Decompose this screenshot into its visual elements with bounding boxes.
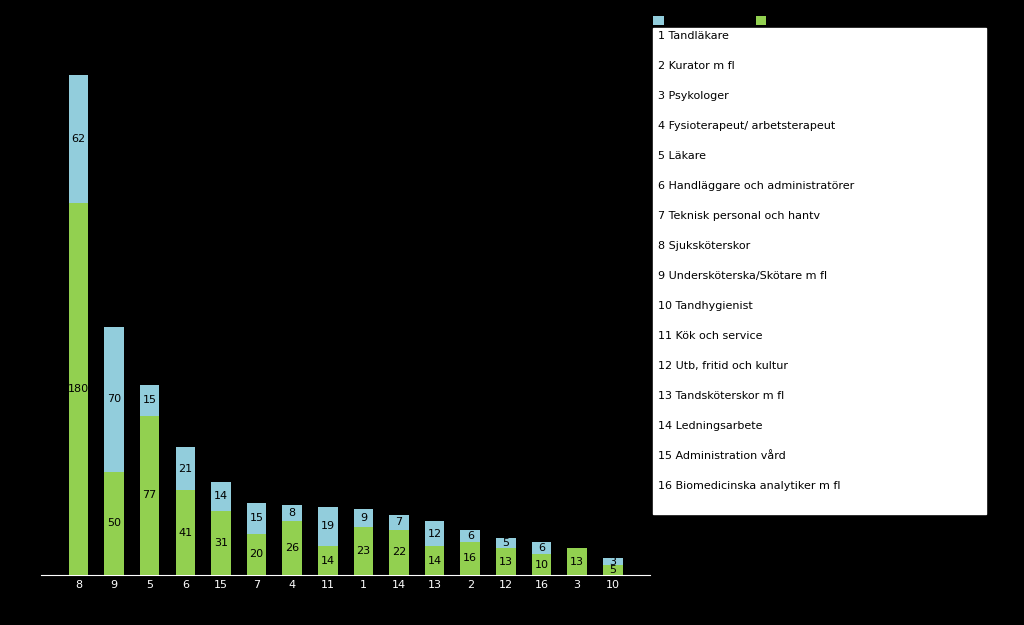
Text: 14: 14	[428, 556, 441, 566]
Bar	[104, 472, 124, 575]
Bar	[318, 507, 338, 546]
Text: 3: 3	[609, 557, 616, 567]
Text: 22: 22	[392, 548, 407, 558]
Text: 8: 8	[289, 508, 296, 518]
Text: 20: 20	[250, 549, 263, 559]
Text: 31: 31	[214, 538, 228, 548]
Bar	[247, 534, 266, 575]
Text: 23: 23	[356, 546, 371, 556]
Text: 2 Kurator m fl: 2 Kurator m fl	[658, 61, 735, 71]
Text: 5 Läkare: 5 Läkare	[658, 151, 707, 161]
Text: 15: 15	[142, 396, 157, 406]
Bar	[603, 564, 623, 575]
Text: 77: 77	[142, 491, 157, 501]
Bar	[140, 385, 160, 416]
Bar	[211, 511, 230, 575]
Bar	[247, 503, 266, 534]
Text: 12 Utb, fritid och kultur: 12 Utb, fritid och kultur	[658, 361, 788, 371]
Bar	[69, 75, 88, 203]
Bar	[389, 529, 409, 575]
Text: 8 Sjuksköterskor: 8 Sjuksköterskor	[658, 241, 751, 251]
Text: 70: 70	[106, 394, 121, 404]
Text: 11 Kök och service: 11 Kök och service	[658, 331, 763, 341]
Text: 13: 13	[499, 557, 513, 567]
Text: 6: 6	[538, 543, 545, 553]
Text: 4 Fysioterapeut/ arbetsterapeut: 4 Fysioterapeut/ arbetsterapeut	[658, 121, 836, 131]
Bar	[603, 559, 623, 564]
Bar	[175, 490, 196, 575]
Text: 13 Tandsköterskor m fl: 13 Tandsköterskor m fl	[658, 391, 784, 401]
Text: 6 Handläggare och administratörer: 6 Handläggare och administratörer	[658, 181, 855, 191]
Text: 14: 14	[321, 556, 335, 566]
Bar	[211, 482, 230, 511]
Text: 16 Biomedicinska analytiker m fl: 16 Biomedicinska analytiker m fl	[658, 481, 841, 491]
Text: 5: 5	[503, 538, 509, 548]
Bar	[283, 521, 302, 575]
Bar	[175, 447, 196, 490]
Bar	[461, 542, 480, 575]
Text: 9: 9	[359, 513, 367, 523]
Text: 10 Tandhygienist: 10 Tandhygienist	[658, 301, 754, 311]
Bar	[140, 416, 160, 575]
Text: 6: 6	[467, 531, 474, 541]
Bar	[389, 515, 409, 529]
Text: 15 Administration vård: 15 Administration vård	[658, 451, 786, 461]
Text: 14: 14	[214, 491, 228, 501]
Bar	[353, 509, 373, 528]
Bar	[531, 542, 551, 554]
Text: 50: 50	[108, 518, 121, 528]
Bar	[353, 528, 373, 575]
Text: 15: 15	[250, 513, 263, 523]
Text: 19: 19	[321, 521, 335, 531]
Bar	[531, 554, 551, 575]
Bar	[318, 546, 338, 575]
Bar	[283, 505, 302, 521]
Text: 7: 7	[395, 518, 402, 528]
Bar	[104, 327, 124, 472]
Bar	[69, 203, 88, 575]
Bar	[567, 548, 587, 575]
Bar	[496, 538, 516, 548]
Bar	[425, 521, 444, 546]
Bar	[496, 548, 516, 575]
Text: 16: 16	[463, 554, 477, 564]
Text: 7 Teknisk personal och hantv: 7 Teknisk personal och hantv	[658, 211, 820, 221]
Text: 12: 12	[428, 529, 441, 539]
Text: 41: 41	[178, 528, 193, 538]
Text: 180: 180	[68, 384, 89, 394]
Text: 26: 26	[285, 543, 299, 553]
Text: 14 Ledningsarbete: 14 Ledningsarbete	[658, 421, 763, 431]
Bar	[461, 529, 480, 542]
Text: 21: 21	[178, 464, 193, 474]
Text: 5: 5	[609, 565, 616, 575]
Text: 10: 10	[535, 559, 549, 569]
Text: 62: 62	[72, 134, 86, 144]
Text: 3 Psykologer: 3 Psykologer	[658, 91, 729, 101]
Text: 13: 13	[570, 557, 584, 567]
Text: 1 Tandläkare: 1 Tandläkare	[658, 31, 729, 41]
Text: 9 Undersköterska/Skötare m fl: 9 Undersköterska/Skötare m fl	[658, 271, 827, 281]
Bar	[425, 546, 444, 575]
